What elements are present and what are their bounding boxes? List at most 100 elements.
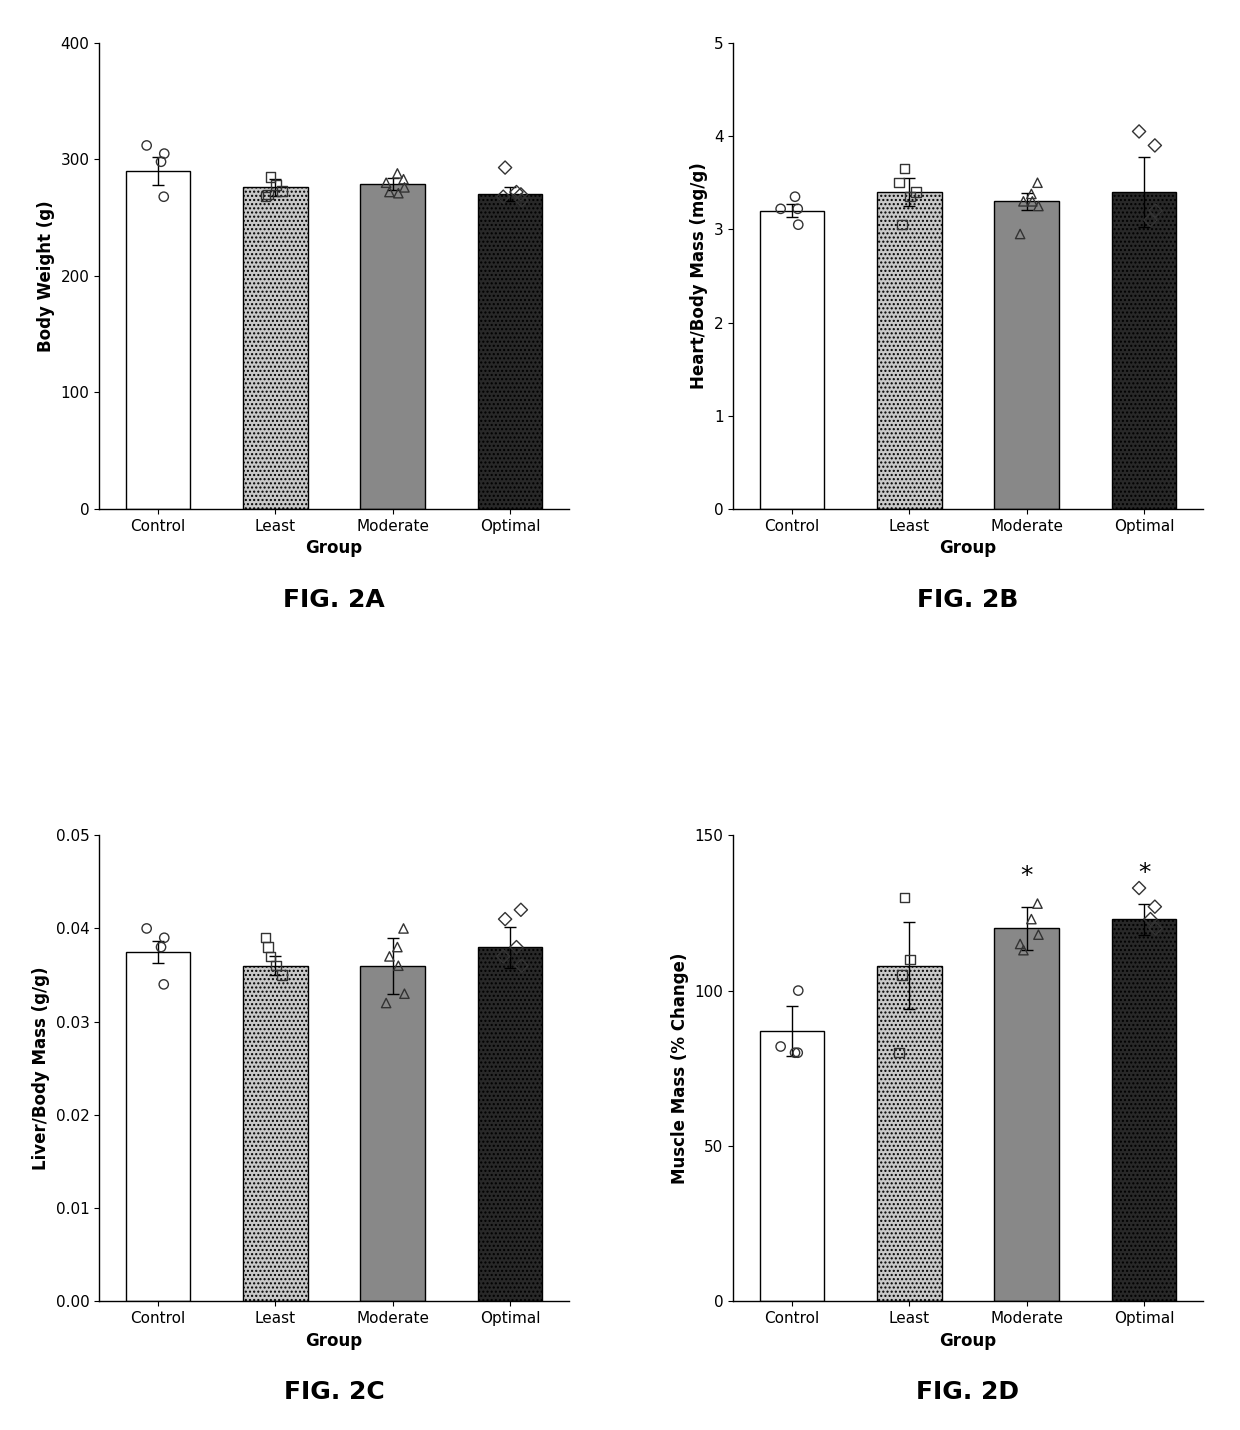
Point [507, 180, 527, 203]
Point [376, 991, 396, 1014]
Point [1130, 877, 1149, 899]
Point [771, 1035, 791, 1058]
Point [1013, 938, 1033, 961]
Point [892, 213, 911, 236]
Bar [1112, 192, 1177, 509]
Point [771, 197, 791, 220]
Point [1028, 172, 1048, 194]
Text: FIG. 2D: FIG. 2D [916, 1380, 1019, 1404]
Point [379, 945, 399, 968]
Y-axis label: Heart/Body Mass (mg/g): Heart/Body Mass (mg/g) [691, 163, 708, 389]
Bar [877, 965, 941, 1301]
Point [512, 954, 532, 977]
Point [900, 186, 920, 209]
Point [785, 1041, 805, 1064]
Point [151, 935, 171, 958]
Point [1022, 908, 1042, 931]
Point [388, 182, 408, 204]
Bar [243, 187, 308, 509]
Y-axis label: Liver/Body Mass (g/g): Liver/Body Mass (g/g) [32, 967, 50, 1170]
Point [1146, 199, 1166, 222]
Point [267, 954, 286, 977]
Point [1022, 183, 1042, 206]
Point [1028, 924, 1048, 947]
Point [1028, 194, 1048, 217]
Text: FIG. 2A: FIG. 2A [283, 588, 384, 612]
Point [1013, 190, 1033, 213]
Point [151, 150, 171, 173]
Point [272, 179, 291, 202]
Point [260, 166, 280, 189]
Point [387, 162, 407, 184]
X-axis label: Group: Group [305, 1331, 362, 1350]
Bar [243, 965, 308, 1301]
Point [495, 908, 515, 931]
Point [1146, 917, 1166, 940]
Point [889, 1041, 909, 1064]
Point [906, 180, 926, 203]
Point [267, 173, 286, 196]
X-axis label: Group: Group [305, 539, 362, 558]
Bar [125, 172, 190, 509]
Point [255, 927, 275, 950]
Bar [1112, 919, 1177, 1301]
Bar [361, 184, 425, 509]
Point [394, 982, 414, 1005]
Point [272, 964, 291, 987]
Point [388, 954, 408, 977]
Point [258, 935, 278, 958]
Point [1141, 908, 1161, 931]
Point [394, 176, 414, 199]
Point [892, 964, 911, 987]
Point [900, 948, 920, 971]
Text: FIG. 2C: FIG. 2C [284, 1380, 384, 1404]
Point [1028, 892, 1048, 915]
Text: *: * [1138, 861, 1151, 885]
Y-axis label: Muscle Mass (% Change): Muscle Mass (% Change) [671, 952, 689, 1184]
Point [507, 935, 527, 958]
Bar [477, 947, 542, 1301]
Point [785, 186, 805, 209]
Bar [994, 928, 1059, 1301]
Bar [994, 202, 1059, 509]
Point [154, 972, 174, 995]
Point [511, 183, 531, 206]
Point [789, 980, 808, 1002]
Bar [760, 210, 825, 509]
X-axis label: Group: Group [940, 1331, 997, 1350]
Point [494, 945, 513, 968]
Point [1141, 209, 1161, 232]
Y-axis label: Body Weight (g): Body Weight (g) [37, 200, 55, 352]
Bar [877, 192, 941, 509]
Point [787, 1041, 807, 1064]
Point [154, 927, 174, 950]
Point [393, 167, 413, 190]
Point [495, 156, 515, 179]
Point [789, 213, 808, 236]
Bar [361, 965, 425, 1301]
Text: FIG. 2B: FIG. 2B [918, 588, 1019, 612]
Point [136, 134, 156, 157]
Point [1130, 120, 1149, 143]
Point [511, 898, 531, 921]
Point [387, 935, 407, 958]
Point [787, 197, 807, 220]
Point [1145, 134, 1164, 157]
Point [1011, 223, 1030, 246]
Point [260, 945, 280, 968]
Bar [760, 1031, 825, 1301]
Point [154, 142, 174, 164]
X-axis label: Group: Group [940, 539, 997, 558]
Point [1145, 895, 1164, 918]
Point [258, 183, 278, 206]
Point [154, 186, 174, 209]
Point [136, 917, 156, 940]
Point [894, 157, 914, 180]
Point [1023, 190, 1043, 213]
Point [379, 180, 399, 203]
Bar [125, 952, 190, 1301]
Point [494, 186, 513, 209]
Point [393, 917, 413, 940]
Point [255, 186, 275, 209]
Point [376, 172, 396, 194]
